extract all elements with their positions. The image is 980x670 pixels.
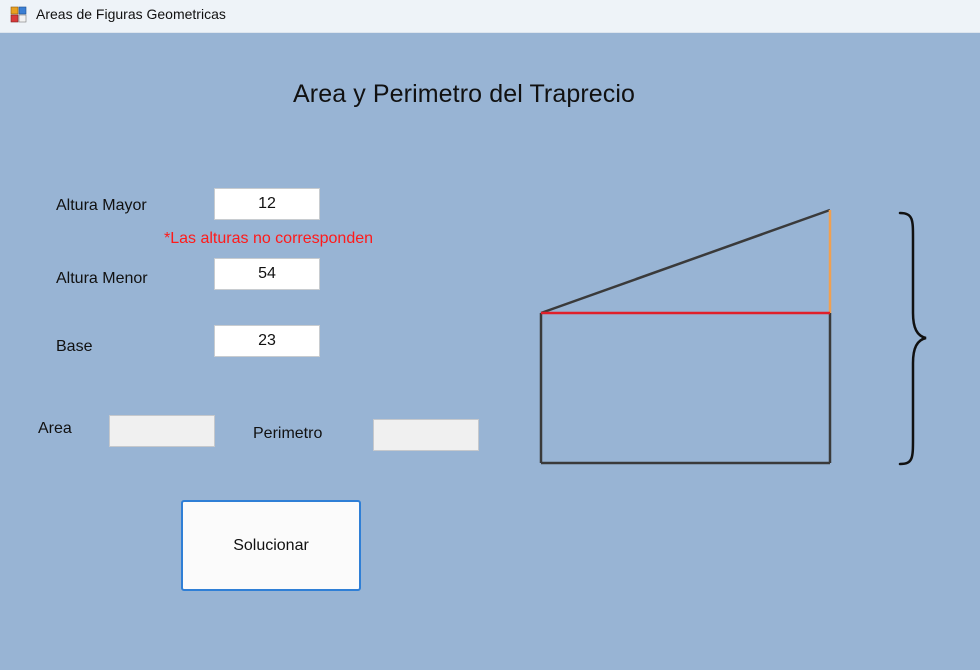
app-icon [10,6,27,23]
altura-menor-input[interactable] [214,258,320,290]
window-titlebar: Areas de Figuras Geometricas [0,0,980,33]
window-title: Areas de Figuras Geometricas [36,6,226,22]
solucionar-button[interactable]: Solucionar [181,500,361,591]
altura-mayor-label: Altura Mayor [56,197,147,214]
perimetro-output [373,419,479,451]
right-curly-brace-icon [898,211,927,466]
area-output [109,415,215,447]
area-label: Area [38,420,72,437]
trapezoid-diagram [539,208,832,465]
error-message: *Las alturas no corresponden [164,230,374,247]
altura-menor-label: Altura Menor [56,270,148,287]
page-title: Area y Perimetro del Traprecio [293,80,636,108]
trapezoid-slant-edge [540,208,831,315]
altura-mayor-input[interactable] [214,188,320,220]
base-label: Base [56,338,93,355]
perimetro-label: Perimetro [253,425,323,442]
base-input[interactable] [214,325,320,357]
